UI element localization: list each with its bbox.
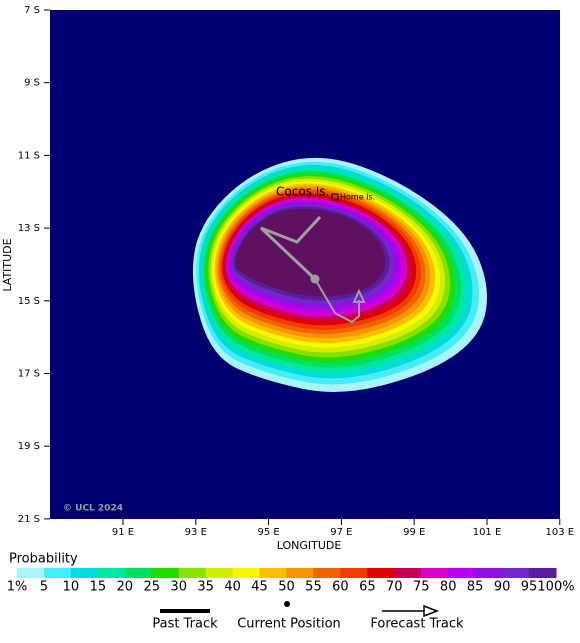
forecast-track bbox=[314, 278, 360, 324]
colorbar-segment bbox=[124, 568, 153, 578]
y-tick-label: 21 S bbox=[18, 514, 40, 525]
colorbar-label: 95 bbox=[521, 580, 538, 595]
colorbar-label: 80 bbox=[440, 580, 457, 595]
y-tick-label: 9 S bbox=[24, 78, 40, 89]
x-tick-label: 101 E bbox=[473, 527, 502, 538]
colorbar-label: 10 bbox=[63, 580, 80, 595]
colorbar-label: 25 bbox=[143, 580, 160, 595]
y-tick-label: 13 S bbox=[18, 223, 40, 234]
y-axis-title: LATITUDE bbox=[1, 238, 14, 291]
x-tick-label: 95 E bbox=[257, 527, 279, 538]
colorbar-segment bbox=[43, 568, 72, 578]
colorbar-label: 35 bbox=[197, 580, 214, 595]
colorbar-segment bbox=[286, 568, 314, 578]
colorbar-label: 55 bbox=[305, 580, 322, 595]
x-tick-label: 103 E bbox=[546, 527, 575, 538]
colorbar-segment bbox=[151, 568, 180, 578]
y-tick-label: 11 S bbox=[18, 150, 40, 161]
y-tick-label: 7 S bbox=[24, 5, 40, 16]
colorbar-segment bbox=[502, 568, 530, 578]
x-tick-label: 93 E bbox=[185, 527, 207, 538]
colorbar-segment bbox=[394, 568, 422, 578]
colorbar-label: 70 bbox=[386, 580, 403, 595]
colorbar-label: 60 bbox=[332, 580, 349, 595]
colorbar-segment bbox=[475, 568, 503, 578]
colorbar-segment bbox=[421, 568, 449, 578]
legend-label: Past Track bbox=[152, 617, 218, 632]
legend-forecast-arrow bbox=[423, 604, 440, 618]
legend-label: Forecast Track bbox=[370, 617, 464, 632]
colorbar-segment bbox=[232, 568, 261, 578]
place-marker bbox=[331, 193, 339, 201]
colorbar-label: 1% bbox=[7, 580, 28, 595]
colorbar-segment bbox=[529, 568, 557, 578]
colorbar-label: 5 bbox=[40, 580, 48, 595]
forecast-arrow bbox=[352, 288, 366, 303]
colorbar-label: 85 bbox=[467, 580, 484, 595]
colorbar-segment bbox=[205, 568, 234, 578]
x-tick-label: 91 E bbox=[112, 527, 134, 538]
x-axis-title: LONGITUDE bbox=[277, 539, 342, 552]
colorbar-segment bbox=[259, 568, 287, 578]
current-position bbox=[310, 274, 320, 284]
probability-band bbox=[235, 208, 386, 297]
legend-label: Current Position bbox=[237, 617, 341, 632]
legend-current-position bbox=[284, 601, 290, 607]
colorbar-label: 65 bbox=[359, 580, 376, 595]
past-track bbox=[259, 215, 322, 281]
place-label: Cocos Is. bbox=[276, 185, 329, 199]
colorbar-label: 30 bbox=[170, 580, 187, 595]
colorbar-label: 90 bbox=[494, 580, 511, 595]
place-label: Home Is. bbox=[340, 193, 375, 202]
colorbar-label: 15 bbox=[90, 580, 107, 595]
colorbar-segment bbox=[448, 568, 476, 578]
colorbar-segment bbox=[17, 568, 45, 578]
colorbar-segment bbox=[313, 568, 341, 578]
colorbar-segment bbox=[70, 568, 99, 578]
probability-swath bbox=[192, 157, 487, 392]
colorbar-segment bbox=[367, 568, 395, 578]
colorbar-segment bbox=[178, 568, 207, 578]
credit: © UCL 2024 bbox=[63, 504, 123, 514]
colorbar-label: 100% bbox=[537, 580, 574, 595]
colorbar-label: 45 bbox=[251, 580, 268, 595]
x-tick-label: 99 E bbox=[403, 527, 425, 538]
colorbar-title: Probability bbox=[9, 552, 78, 567]
y-tick-label: 19 S bbox=[18, 441, 40, 452]
x-tick-label: 97 E bbox=[330, 527, 352, 538]
y-tick-label: 17 S bbox=[18, 369, 40, 380]
colorbar-label: 50 bbox=[278, 580, 295, 595]
colorbar-label: 75 bbox=[413, 580, 430, 595]
track bbox=[259, 215, 366, 324]
colorbar-segment bbox=[340, 568, 368, 578]
colorbar-segment bbox=[97, 568, 126, 578]
y-tick-label: 15 S bbox=[18, 296, 40, 307]
colorbar-label: 20 bbox=[117, 580, 134, 595]
colorbar-label: 40 bbox=[224, 580, 241, 595]
